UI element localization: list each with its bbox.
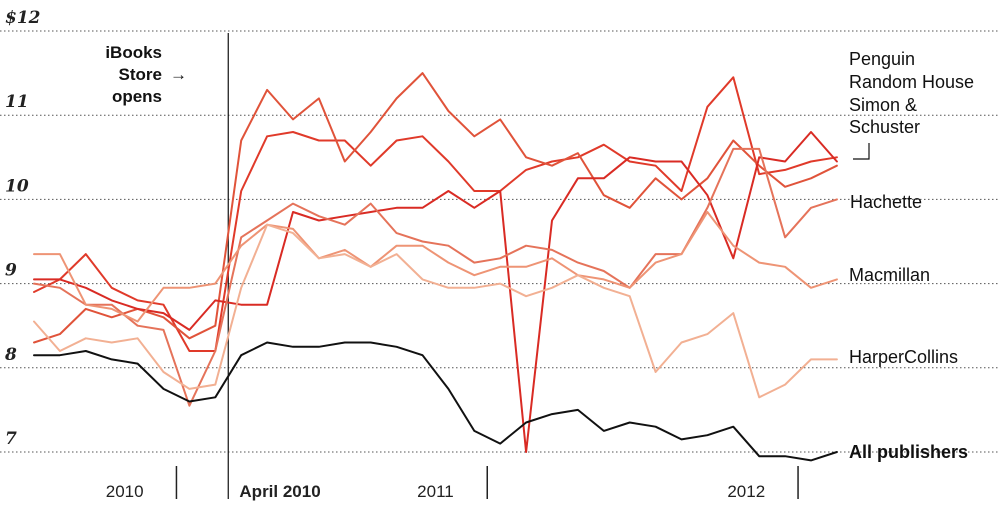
series-line-simon-schuster	[33, 131, 838, 453]
svg-text:iBooks: iBooks	[105, 43, 162, 62]
y-tick-label-12: $12	[5, 8, 41, 28]
x-tick-label-2010: 2010	[106, 482, 144, 501]
series-labels: Penguin Random House Simon & Schuster Ha…	[849, 49, 974, 462]
series-line-macmillan	[33, 211, 838, 323]
x-tick-label-2012: 2012	[727, 482, 765, 501]
x-tick-label-april-2010: April 2010	[239, 482, 320, 501]
event-annotation-line-2: Store	[119, 65, 162, 84]
svg-text:Store: Store	[119, 65, 162, 84]
y-tick-label-7: 7	[5, 429, 17, 449]
event-annotation-line-3: opens	[112, 87, 162, 106]
y-tick-label-8: 8	[4, 345, 17, 365]
series-line-penguin	[33, 76, 838, 352]
series-line-harpercollins	[33, 223, 838, 399]
y-tick-label-9: 9	[5, 261, 17, 281]
series-label-macmillan: Macmillan	[849, 265, 930, 285]
series-label-harpercollins: HarperCollins	[849, 347, 958, 367]
series-line-random-house	[33, 72, 838, 344]
y-tick-label-11: 11	[5, 92, 29, 112]
event-annotation-line-1: iBooks	[105, 43, 162, 62]
series-label-all-publishers: All publishers	[849, 442, 968, 462]
svg-text:opens: opens	[112, 87, 162, 106]
series-label-simon-schuster-1: Simon &	[849, 95, 917, 115]
series-label-hachette: Hachette	[850, 192, 922, 212]
series-label-penguin: Penguin	[849, 49, 915, 69]
ibooks-event-annotation: iBooks Store → opens	[105, 33, 229, 499]
y-axis-tick-labels: $12 11 10 9 8 7	[4, 8, 41, 449]
event-arrow: →	[170, 65, 187, 84]
x-axis: 2010 April 2010 2011 2012	[106, 466, 799, 501]
label-bracket	[853, 143, 870, 160]
x-tick-label-2011: 2011	[417, 482, 454, 501]
series-line-all-publishers	[33, 341, 838, 462]
y-tick-label-10: 10	[5, 176, 29, 196]
series-label-random-house: Random House	[849, 72, 974, 92]
series-lines	[33, 72, 838, 462]
series-label-simon-schuster-2: Schuster	[849, 117, 920, 137]
series-line-hachette	[33, 147, 838, 407]
